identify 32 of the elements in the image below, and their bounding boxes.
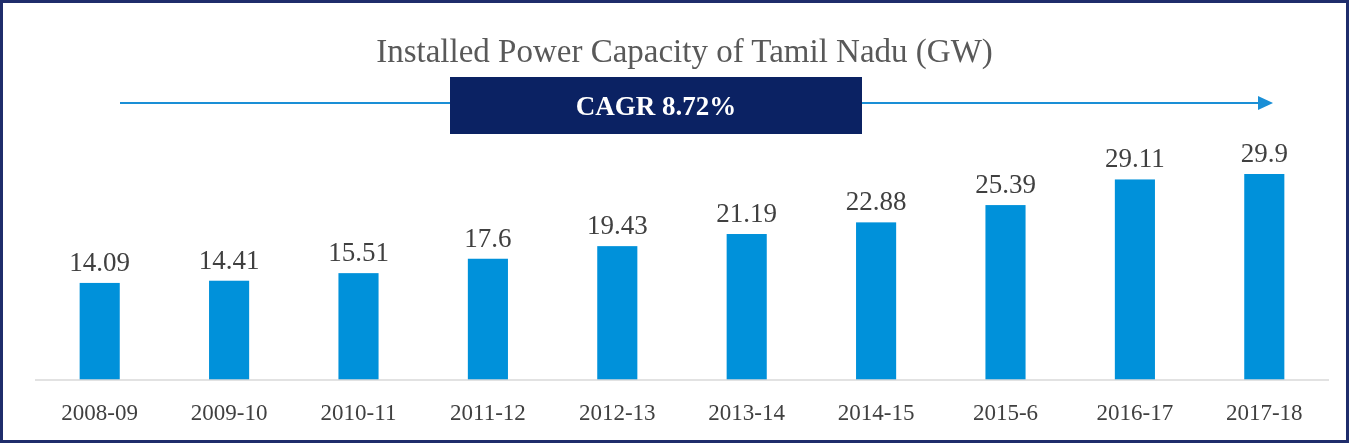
bar — [856, 222, 897, 380]
x-tick-label: 2013-14 — [708, 400, 786, 425]
data-label: 17.6 — [464, 222, 512, 253]
bar — [597, 246, 638, 380]
data-label: 21.19 — [716, 198, 778, 229]
data-label: 25.39 — [975, 169, 1036, 200]
x-tick-label: 2014-15 — [837, 400, 915, 425]
x-tick-label: 2008-09 — [61, 400, 139, 425]
text: CAGR 8.72% — [575, 91, 737, 121]
data-label: 15.51 — [328, 237, 389, 268]
data-label: 19.43 — [586, 210, 648, 241]
bar — [338, 273, 379, 380]
bar — [1114, 179, 1155, 380]
data-label: 22.88 — [845, 186, 907, 217]
data-label: 29.11 — [1105, 143, 1165, 174]
x-tick-label: 2015-6 — [972, 400, 1039, 425]
chart-title: Installed Power Capacity of Tamil Nadu (GW) — [376, 33, 993, 70]
bar — [985, 205, 1026, 380]
data-label: 14.41 — [198, 244, 260, 275]
x-tick-label: 2017-18 — [1225, 400, 1303, 425]
x-tick-label: 2012-13 — [578, 400, 656, 425]
data-label: 29.9 — [1240, 138, 1288, 169]
bar — [209, 280, 250, 380]
x-tick-label: 2011-12 — [449, 400, 526, 425]
x-tick-label: 2009-10 — [190, 400, 268, 425]
bar — [726, 234, 767, 380]
x-tick-label: 2010-11 — [320, 400, 397, 425]
x-tick-label: 2016-17 — [1096, 400, 1174, 425]
data-label: 14.09 — [69, 246, 131, 277]
bar — [79, 282, 120, 380]
bar — [1244, 174, 1285, 380]
bar — [467, 258, 508, 380]
